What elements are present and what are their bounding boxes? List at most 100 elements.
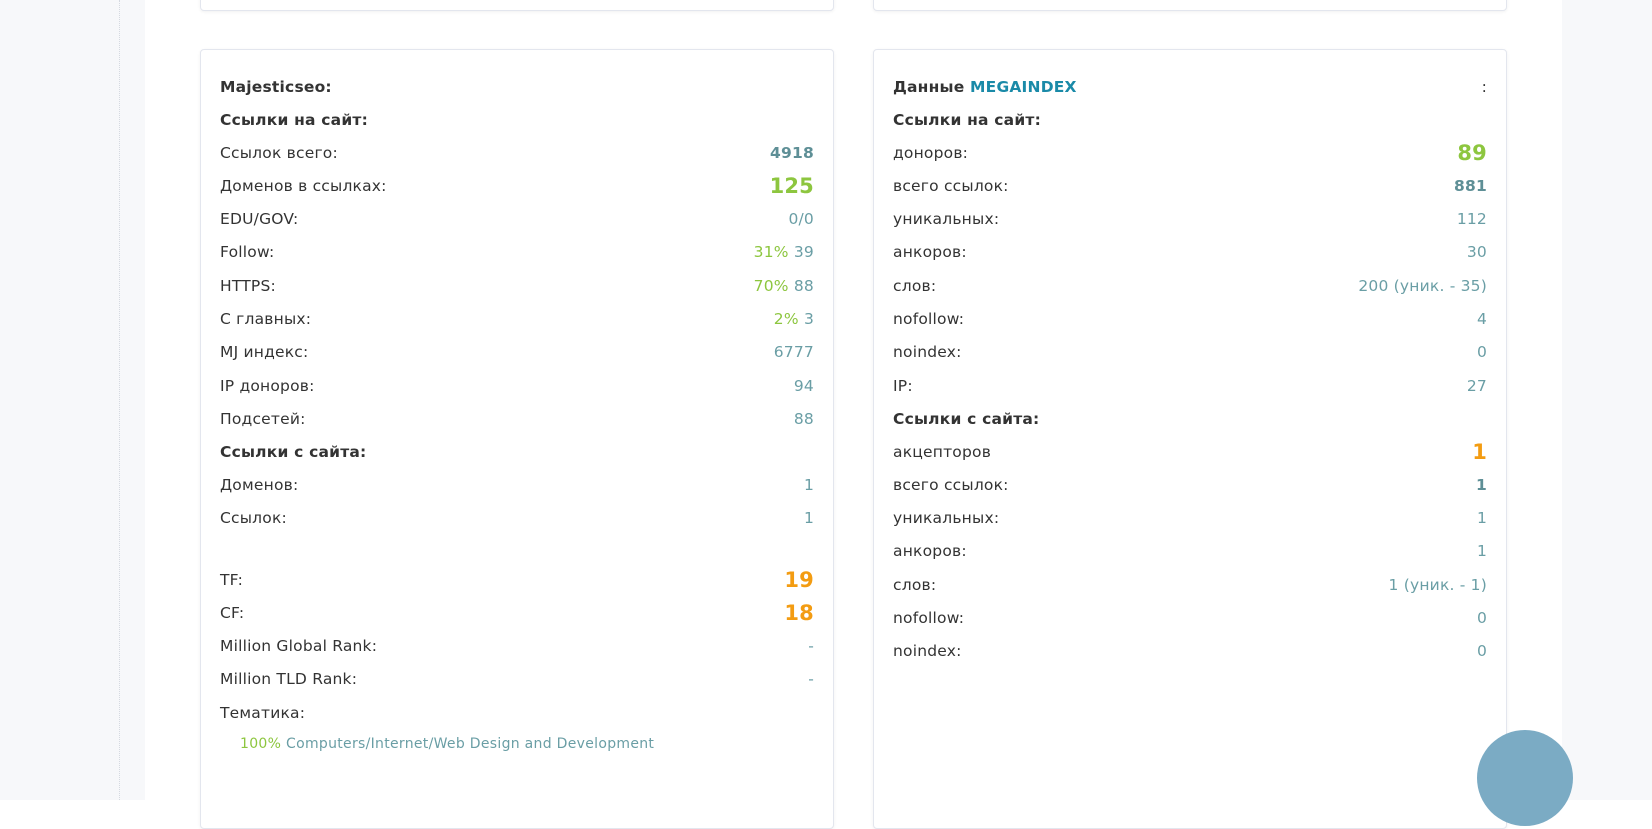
stat-number: 88 <box>793 276 814 295</box>
stat-row: CF: 18 <box>220 596 814 629</box>
megaindex-in-header: Ссылки на сайт: <box>893 110 1041 129</box>
stat-row: С главных: 2% 3 <box>220 303 814 336</box>
megaindex-card: Данные MEGAINDEX : Ссылки на сайт: Ссылк… <box>873 49 1507 829</box>
stat-number: 0 <box>1476 343 1487 362</box>
stat-label: HTTPS: <box>220 276 276 295</box>
stat-number: 1 <box>803 475 814 494</box>
stat-label: Ссылок: <box>220 508 287 527</box>
stat-number: 125 <box>769 173 814 198</box>
stat-value: 125 <box>770 174 814 198</box>
sidebar <box>0 0 145 800</box>
stat-row: акцепторов 1 <box>893 435 1487 468</box>
stat-label: CF: <box>220 603 245 622</box>
stat-number: 112 <box>1456 210 1487 229</box>
stat-row: IP: 27 <box>893 369 1487 402</box>
stat-label: Million TLD Rank: <box>220 670 358 689</box>
stat-value: 94 <box>794 377 814 395</box>
stat-number: 0/0 <box>788 210 814 229</box>
stat-percent: 2% <box>773 310 799 328</box>
stat-number: 1 (уник. - 1) <box>1388 575 1487 594</box>
stat-row: Подсетей: 88 <box>220 402 814 435</box>
stat-value: 1 <box>804 509 814 527</box>
stat-label: MJ индекс: <box>220 343 309 362</box>
stat-number: 200 (уник. - 35) <box>1358 276 1487 295</box>
stat-label: nofollow: <box>893 609 965 627</box>
stat-row: Доменов: 1 <box>220 468 814 501</box>
stat-label: Million Global Rank: <box>220 637 378 656</box>
card-top-left <box>200 0 834 11</box>
stat-value: 30 <box>1467 243 1487 261</box>
stat-value: 1 <box>804 476 814 494</box>
stat-row: Ссылок: 1 <box>220 501 814 534</box>
stat-number: 1 <box>1476 475 1487 494</box>
stat-value: - <box>808 670 814 688</box>
stat-percent: 31% <box>753 243 789 262</box>
floating-action-button[interactable] <box>1477 730 1573 826</box>
stat-label: акцепторов <box>893 442 992 461</box>
stat-label: Follow: <box>220 243 275 262</box>
stat-label: EDU/GOV: <box>220 210 299 229</box>
stat-label: Доменов в ссылках: <box>220 176 387 195</box>
stat-number: - <box>808 637 814 656</box>
stat-value: 4918 <box>770 144 814 162</box>
stat-row: Follow: 31% 39 <box>220 236 814 269</box>
topic-item: 100% Computers/Internet/Web Design and D… <box>240 736 654 752</box>
stat-value: 0 <box>1477 343 1487 361</box>
stat-value: 0 <box>1477 609 1487 627</box>
majestic-out-header: Ссылки с сайта: <box>220 442 367 461</box>
megaindex-title-prefix: Данные <box>893 77 965 96</box>
stat-value: 881 <box>1454 177 1487 195</box>
stat-row: слов: 200 (уник. - 35) <box>893 269 1487 302</box>
megaindex-brand-link[interactable]: MEGAINDEX <box>970 77 1077 96</box>
stat-label: доноров: <box>893 143 969 162</box>
stat-label: уникальных: <box>893 509 1000 528</box>
majestic-title: Majesticseo: <box>220 77 332 96</box>
stat-number: 881 <box>1454 176 1487 195</box>
stat-number: 89 <box>1457 140 1487 165</box>
stat-number: 39 <box>793 243 814 262</box>
stat-row: nofollow: 4 <box>893 303 1487 336</box>
sidebar-divider <box>119 0 120 800</box>
stat-number: 6777 <box>773 343 814 362</box>
stat-label: TF: <box>220 570 244 589</box>
stat-row: всего ссылок: 1 <box>893 468 1487 501</box>
stat-row: noindex: 0 <box>893 635 1487 668</box>
stat-number: 4 <box>1476 310 1487 328</box>
stat-value: 200 (уник. - 35) <box>1358 277 1487 295</box>
stat-label: Ссылок всего: <box>220 143 338 162</box>
card-top-right <box>873 0 1507 11</box>
stat-row: nofollow: 0 <box>893 602 1487 635</box>
majestic-in-header: Ссылки на сайт: <box>220 110 368 129</box>
stat-number: 4918 <box>770 143 814 162</box>
stat-number: 3 <box>803 310 814 328</box>
stat-number: 18 <box>784 600 814 625</box>
stat-value: 1 <box>1477 509 1487 527</box>
stat-row: TF: 19 <box>220 563 814 596</box>
stat-label: С главных: <box>220 310 312 328</box>
stat-number: 94 <box>793 376 814 395</box>
stat-percent: 70% <box>753 276 789 295</box>
stat-value: 4 <box>1477 310 1487 328</box>
stat-label: noindex: <box>893 642 962 661</box>
stat-label: IP доноров: <box>220 376 315 395</box>
stat-label: noindex: <box>893 343 962 362</box>
stat-row: слов: 1 (уник. - 1) <box>893 568 1487 601</box>
stat-row: Million Global Rank: - <box>220 630 814 663</box>
stat-label: слов: <box>893 575 937 594</box>
stat-row: HTTPS: 70% 88 <box>220 269 814 302</box>
stat-value: 19 <box>784 568 814 592</box>
stat-row: Тематика: <box>220 696 814 729</box>
stat-value: 89 <box>1457 141 1487 165</box>
stat-number: 1 <box>803 508 814 527</box>
stat-number: 27 <box>1466 376 1487 395</box>
stat-number: 1 <box>1476 509 1487 528</box>
stat-value: - <box>808 637 814 655</box>
stat-value: 27 <box>1467 377 1487 395</box>
stat-row: уникальных: 112 <box>893 203 1487 236</box>
stat-number: 0 <box>1476 642 1487 661</box>
stat-row: доноров: 89 <box>893 136 1487 169</box>
stat-row: Million TLD Rank: - <box>220 663 814 696</box>
stat-row: анкоров: 30 <box>893 236 1487 269</box>
stat-number: 88 <box>793 409 814 428</box>
stat-label: Доменов: <box>220 475 299 494</box>
